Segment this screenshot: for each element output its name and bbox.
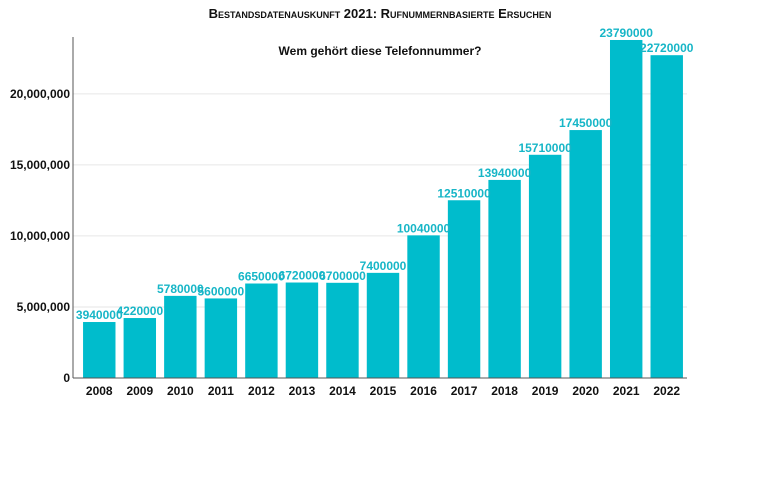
data-label: 7400000 <box>360 259 407 273</box>
bar <box>447 200 481 378</box>
x-tick-label: 2022 <box>653 384 680 398</box>
data-label: 23790000 <box>600 26 654 40</box>
data-label: 13940000 <box>478 166 532 180</box>
x-tick-label: 2013 <box>289 384 316 398</box>
data-label: 12510000 <box>437 186 491 200</box>
chart-title: Bestandsdatenauskunft 2021: Rufnummernba… <box>209 6 552 21</box>
bar <box>407 235 440 378</box>
bar <box>285 282 319 378</box>
bar <box>164 295 197 378</box>
bars <box>83 39 683 378</box>
data-label: 17450000 <box>559 116 613 130</box>
bar <box>326 282 359 378</box>
x-tick-label: 2019 <box>532 384 559 398</box>
data-label: 6650000 <box>238 270 285 284</box>
data-label: 6720000 <box>279 269 326 283</box>
x-tick-label: 2010 <box>167 384 194 398</box>
y-axis-ticks: 0 5,000,000 10,000,000 15,000,000 20,000,000 <box>10 87 70 385</box>
x-tick-label: 2012 <box>248 384 275 398</box>
y-tick-label: 20,000,000 <box>10 87 70 101</box>
bar <box>609 39 643 378</box>
bar <box>528 154 562 378</box>
x-tick-label: 2018 <box>491 384 518 398</box>
y-tick-label: 10,000,000 <box>10 229 70 243</box>
bar <box>488 179 521 378</box>
data-label: 6700000 <box>319 269 366 283</box>
data-label: 5780000 <box>157 282 204 296</box>
bar <box>83 322 116 378</box>
x-tick-label: 2016 <box>410 384 437 398</box>
data-label: 15710000 <box>518 141 572 155</box>
data-label: 10040000 <box>397 221 451 235</box>
y-tick-label: 0 <box>63 371 70 385</box>
y-tick-label: 15,000,000 <box>10 158 70 172</box>
x-tick-label: 2011 <box>208 384 234 398</box>
chart-subtitle: Wem gehört diese Telefonnummer? <box>279 44 482 58</box>
x-tick-label: 2021 <box>613 384 640 398</box>
data-label: 22720000 <box>640 41 694 55</box>
bar <box>650 55 683 378</box>
x-tick-label: 2014 <box>329 384 356 398</box>
bar <box>245 283 278 378</box>
bar <box>366 272 400 378</box>
x-axis-ticks: 2008 2009 2010 2011 2012 2013 2014 2015 2016 2017… <box>86 384 680 398</box>
bar <box>569 130 602 378</box>
x-tick-label: 2009 <box>126 384 153 398</box>
data-label: 4220000 <box>116 304 163 318</box>
y-tick-label: 5,000,000 <box>17 300 71 314</box>
bar <box>204 298 238 378</box>
x-tick-label: 2020 <box>572 384 599 398</box>
x-tick-label: 2015 <box>370 384 397 398</box>
x-tick-label: 2017 <box>451 384 478 398</box>
bar <box>123 318 157 378</box>
data-label: 3940000 <box>76 308 123 322</box>
data-label: 5600000 <box>198 284 245 298</box>
x-tick-label: 2008 <box>86 384 113 398</box>
